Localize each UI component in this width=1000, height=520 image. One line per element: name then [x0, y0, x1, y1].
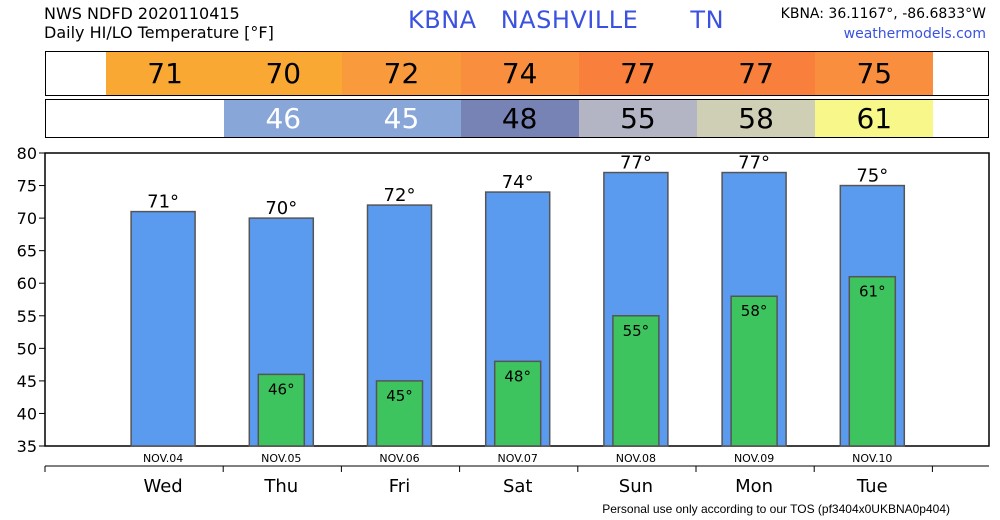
model-run-label: NWS NDFD 2020110415 [44, 4, 240, 23]
y-tick-label: 40 [17, 404, 37, 423]
city-name: NASHVILLE [500, 6, 639, 34]
day-label: Sat [503, 476, 533, 497]
y-tick-label: 65 [17, 242, 37, 261]
state-name: TN [690, 6, 725, 34]
coords-label: KBNA: 36.1167°, -86.6833°W [780, 6, 986, 22]
date-label: NOV.09 [734, 452, 774, 465]
y-tick-label: 55 [17, 307, 37, 326]
lo-bar-label: 46° [268, 380, 295, 398]
hi-strip-cell: 77 [697, 52, 816, 95]
date-label: NOV.06 [379, 452, 419, 465]
date-label: NOV.04 [143, 452, 183, 465]
y-tick-label: 60 [17, 274, 37, 293]
header-left: NWS NDFD 2020110415 Daily HI/LO Temperat… [44, 4, 274, 42]
lo-bar [730, 295, 778, 447]
lo-bar-label: 58° [741, 302, 768, 320]
hi-strip-cell: 71 [106, 52, 225, 95]
hi-bar-label: 75° [856, 166, 888, 187]
site-link[interactable]: weathermodels.com [843, 26, 986, 42]
lo-bar [493, 360, 542, 447]
day-label: Fri [389, 476, 410, 497]
date-label: NOV.10 [852, 452, 892, 465]
hi-strip-cell: 72 [342, 52, 461, 95]
date-label: NOV.07 [498, 452, 538, 465]
lo-strip-cell: 61 [815, 100, 934, 137]
date-label: NOV.05 [261, 452, 301, 465]
lo-strip-cell: 46 [224, 100, 343, 137]
y-tick-label: 50 [17, 339, 37, 358]
lo-strip-cell: 58 [697, 100, 816, 137]
hi-bar-label: 77° [620, 153, 652, 174]
tos-footer: Personal use only according to our TOS (… [602, 502, 950, 516]
hi-bar-label: 70° [265, 198, 297, 219]
hi-strip-cell: 74 [460, 52, 579, 95]
hi-strip-cell: 70 [224, 52, 343, 95]
lo-temp-strip: 46 45 48 55 58 61 [45, 99, 989, 138]
day-label: Thu [263, 476, 298, 497]
product-label: Daily HI/LO Temperature [°F] [44, 23, 274, 42]
lo-bar [848, 275, 897, 447]
lo-bar [375, 380, 424, 447]
hi-bar-label: 72° [384, 185, 416, 206]
y-tick-label: 70 [17, 209, 37, 228]
day-label: Mon [735, 476, 773, 497]
hi-bar-label: 71° [147, 192, 179, 213]
y-tick-label: 75 [17, 177, 37, 196]
lo-strip-cell: 48 [460, 100, 579, 137]
hi-bar-label: 74° [502, 172, 534, 193]
lo-strip-cell: 55 [578, 100, 697, 137]
lo-bar [257, 373, 306, 447]
lo-bar-label: 45° [386, 387, 413, 405]
station-id: KBNA [408, 6, 477, 34]
station-title: KBNA NASHVILLE TN [408, 6, 724, 34]
date-label: NOV.08 [616, 452, 656, 465]
y-tick-label: 80 [17, 144, 37, 163]
hi-strip-cell: 75 [815, 52, 934, 95]
lo-bar-label: 48° [504, 367, 531, 385]
hi-bar-label: 77° [738, 153, 770, 174]
hi-temp-strip: 71 70 72 74 77 77 75 [45, 51, 989, 96]
y-tick-label: 35 [17, 437, 37, 456]
hi-strip-cell: 77 [578, 52, 697, 95]
lo-bar-label: 55° [623, 322, 650, 340]
day-label: Tue [856, 476, 888, 497]
lo-bar-label: 61° [859, 283, 886, 301]
day-label: Wed [143, 476, 182, 497]
header-right: KBNA: 36.1167°, -86.6833°W weathermodels… [781, 4, 986, 44]
day-label: Sun [619, 476, 653, 497]
y-tick-label: 45 [17, 372, 37, 391]
lo-strip-cell: 45 [342, 100, 461, 137]
hi-bar [130, 210, 196, 447]
lo-bar [612, 315, 660, 447]
